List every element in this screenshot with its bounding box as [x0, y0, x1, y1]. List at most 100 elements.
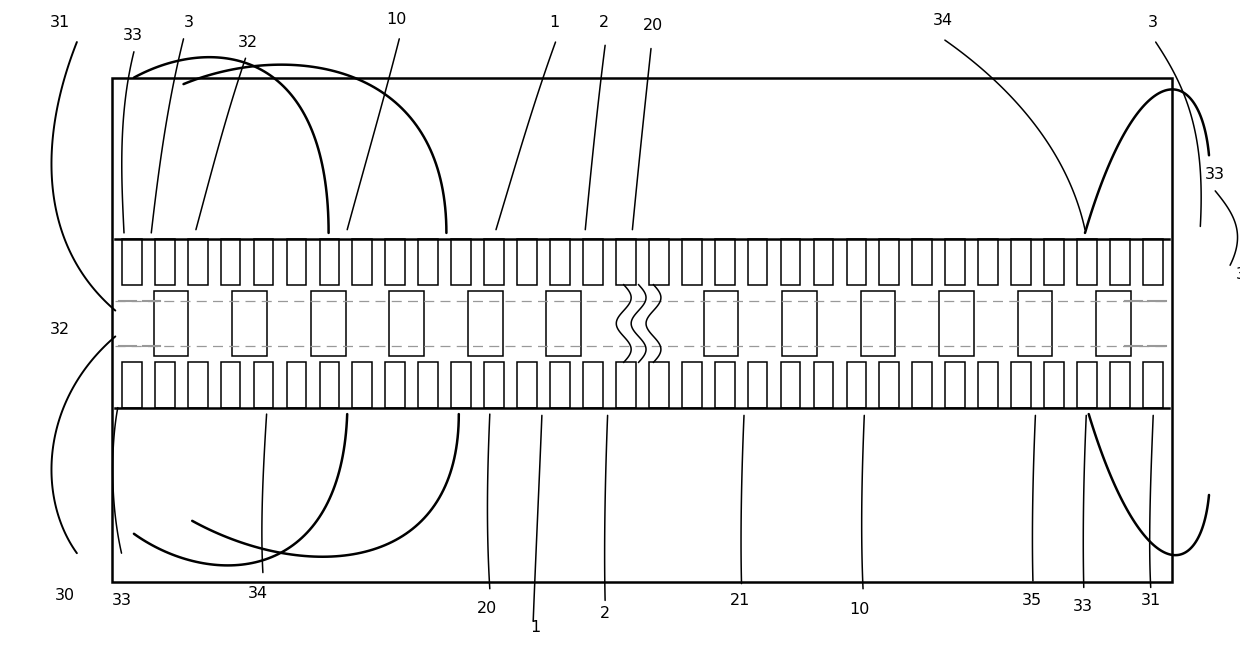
Bar — [451, 362, 471, 408]
Text: 35: 35 — [1022, 593, 1042, 608]
Bar — [861, 291, 895, 356]
Text: 2: 2 — [599, 15, 609, 30]
Bar — [311, 291, 346, 356]
Bar — [154, 291, 188, 356]
Bar — [583, 239, 603, 285]
Bar — [352, 239, 372, 285]
Bar — [286, 239, 306, 285]
Text: 31: 31 — [50, 15, 69, 30]
Bar — [286, 362, 306, 408]
Bar — [879, 362, 899, 408]
Bar — [813, 239, 833, 285]
Bar — [1110, 362, 1130, 408]
Bar — [254, 239, 273, 285]
Bar — [122, 362, 141, 408]
Bar — [1110, 239, 1130, 285]
Bar — [451, 239, 471, 285]
Text: 21: 21 — [730, 593, 750, 608]
Bar — [320, 239, 340, 285]
Bar — [484, 362, 503, 408]
Text: 32: 32 — [238, 34, 258, 50]
Bar — [155, 362, 175, 408]
Bar — [1143, 239, 1163, 285]
Bar — [682, 362, 702, 408]
Bar — [978, 239, 998, 285]
Bar — [155, 239, 175, 285]
Bar — [847, 239, 867, 285]
Text: 33: 33 — [112, 593, 131, 608]
Bar — [112, 78, 1172, 582]
Bar — [254, 362, 273, 408]
Bar — [467, 291, 502, 356]
Bar — [232, 291, 267, 356]
Bar — [418, 239, 438, 285]
Bar — [913, 362, 932, 408]
Bar — [813, 362, 833, 408]
Bar — [352, 362, 372, 408]
Bar — [551, 239, 570, 285]
Bar — [1044, 239, 1064, 285]
Text: 33: 33 — [1205, 167, 1225, 182]
Text: 20: 20 — [477, 600, 497, 616]
Text: 3: 3 — [1148, 15, 1158, 30]
Bar — [517, 239, 537, 285]
Bar — [187, 362, 207, 408]
Bar — [1044, 362, 1064, 408]
Text: 33: 33 — [1073, 599, 1092, 615]
Bar — [583, 362, 603, 408]
Bar — [782, 291, 817, 356]
Bar — [714, 239, 734, 285]
Bar — [879, 239, 899, 285]
Text: 10: 10 — [387, 12, 407, 27]
Bar — [649, 239, 668, 285]
Bar — [1143, 362, 1163, 408]
Bar — [187, 239, 207, 285]
Bar — [221, 239, 241, 285]
Bar — [1078, 239, 1097, 285]
Bar — [649, 362, 668, 408]
Bar — [547, 291, 582, 356]
Bar — [978, 362, 998, 408]
Bar — [616, 239, 636, 285]
Text: 31: 31 — [1141, 593, 1161, 608]
Bar — [714, 362, 734, 408]
Bar — [945, 239, 965, 285]
Bar — [1078, 362, 1097, 408]
Text: 20: 20 — [644, 18, 663, 34]
Bar — [1096, 291, 1131, 356]
Text: 1: 1 — [531, 620, 541, 635]
Bar — [748, 362, 768, 408]
Bar — [939, 291, 973, 356]
Bar — [945, 362, 965, 408]
Bar — [389, 291, 424, 356]
Bar — [913, 239, 932, 285]
Text: 34: 34 — [248, 586, 268, 602]
Text: 34: 34 — [932, 13, 952, 28]
Bar — [484, 239, 503, 285]
Bar — [221, 362, 241, 408]
Text: 1: 1 — [549, 15, 559, 30]
Bar — [616, 362, 636, 408]
Bar — [1012, 239, 1030, 285]
Text: 33: 33 — [123, 28, 143, 43]
Bar — [551, 362, 570, 408]
Bar — [703, 291, 738, 356]
Bar — [847, 362, 867, 408]
Text: 30: 30 — [55, 587, 74, 603]
Bar — [781, 239, 801, 285]
Bar — [418, 362, 438, 408]
Bar — [682, 239, 702, 285]
Text: 2: 2 — [600, 606, 610, 621]
Text: 32: 32 — [50, 322, 69, 338]
Bar — [320, 362, 340, 408]
Bar — [748, 239, 768, 285]
Bar — [122, 239, 141, 285]
Text: 32: 32 — [1236, 267, 1240, 283]
Bar — [1012, 362, 1030, 408]
Text: 3: 3 — [184, 15, 193, 30]
Bar — [517, 362, 537, 408]
Bar — [386, 362, 405, 408]
Bar — [781, 362, 801, 408]
Bar — [386, 239, 405, 285]
Text: 10: 10 — [849, 602, 869, 617]
